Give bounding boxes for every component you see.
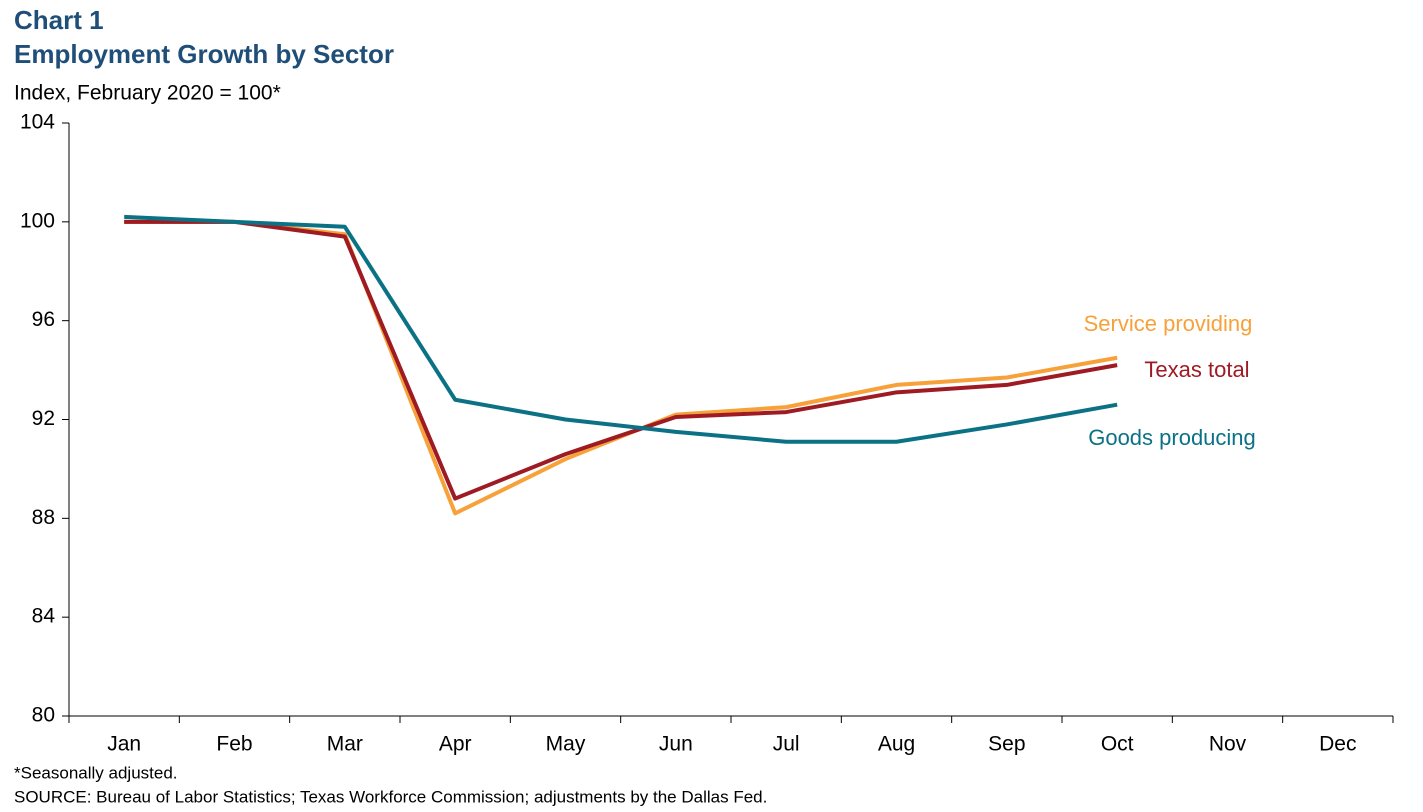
chart-subtitle: Employment Growth by Sector	[14, 39, 394, 69]
y-tick-label: 80	[32, 704, 55, 727]
y-tick-label: 96	[32, 308, 55, 331]
footnote: *Seasonally adjusted.	[14, 763, 178, 782]
x-tick-label: Feb	[216, 733, 252, 756]
y-tick-label: 88	[32, 506, 55, 529]
series-line	[124, 214, 1118, 444]
series-label: Service providing	[1084, 311, 1253, 336]
x-tick-label: Dec	[1319, 733, 1356, 756]
series-line	[124, 219, 1118, 501]
x-tick-label: Jun	[659, 733, 693, 756]
x-tick-label: Nov	[1209, 733, 1247, 756]
series-line	[124, 219, 1118, 516]
y-tick-label: 92	[32, 407, 55, 430]
x-tick-label: May	[546, 733, 586, 756]
y-tick-label: 104	[20, 111, 55, 134]
y-tick-label: 100	[20, 209, 55, 232]
series-label: Goods producing	[1088, 425, 1256, 450]
y-tick-label: 84	[32, 605, 56, 628]
x-tick-label: Apr	[439, 733, 472, 756]
chart-title: Chart 1	[14, 5, 104, 35]
series-label: Texas total	[1144, 357, 1249, 382]
x-tick-label: Aug	[878, 733, 915, 756]
x-tick-label: Jul	[773, 733, 800, 756]
x-tick-label: Oct	[1101, 733, 1134, 756]
x-tick-label: Jan	[107, 733, 141, 756]
y-axis-label: Index, February 2020 = 100*	[14, 82, 281, 105]
source: SOURCE: Bureau of Labor Statistics; Texa…	[14, 787, 767, 806]
x-tick-label: Mar	[327, 733, 363, 756]
x-tick-label: Sep	[988, 733, 1025, 756]
